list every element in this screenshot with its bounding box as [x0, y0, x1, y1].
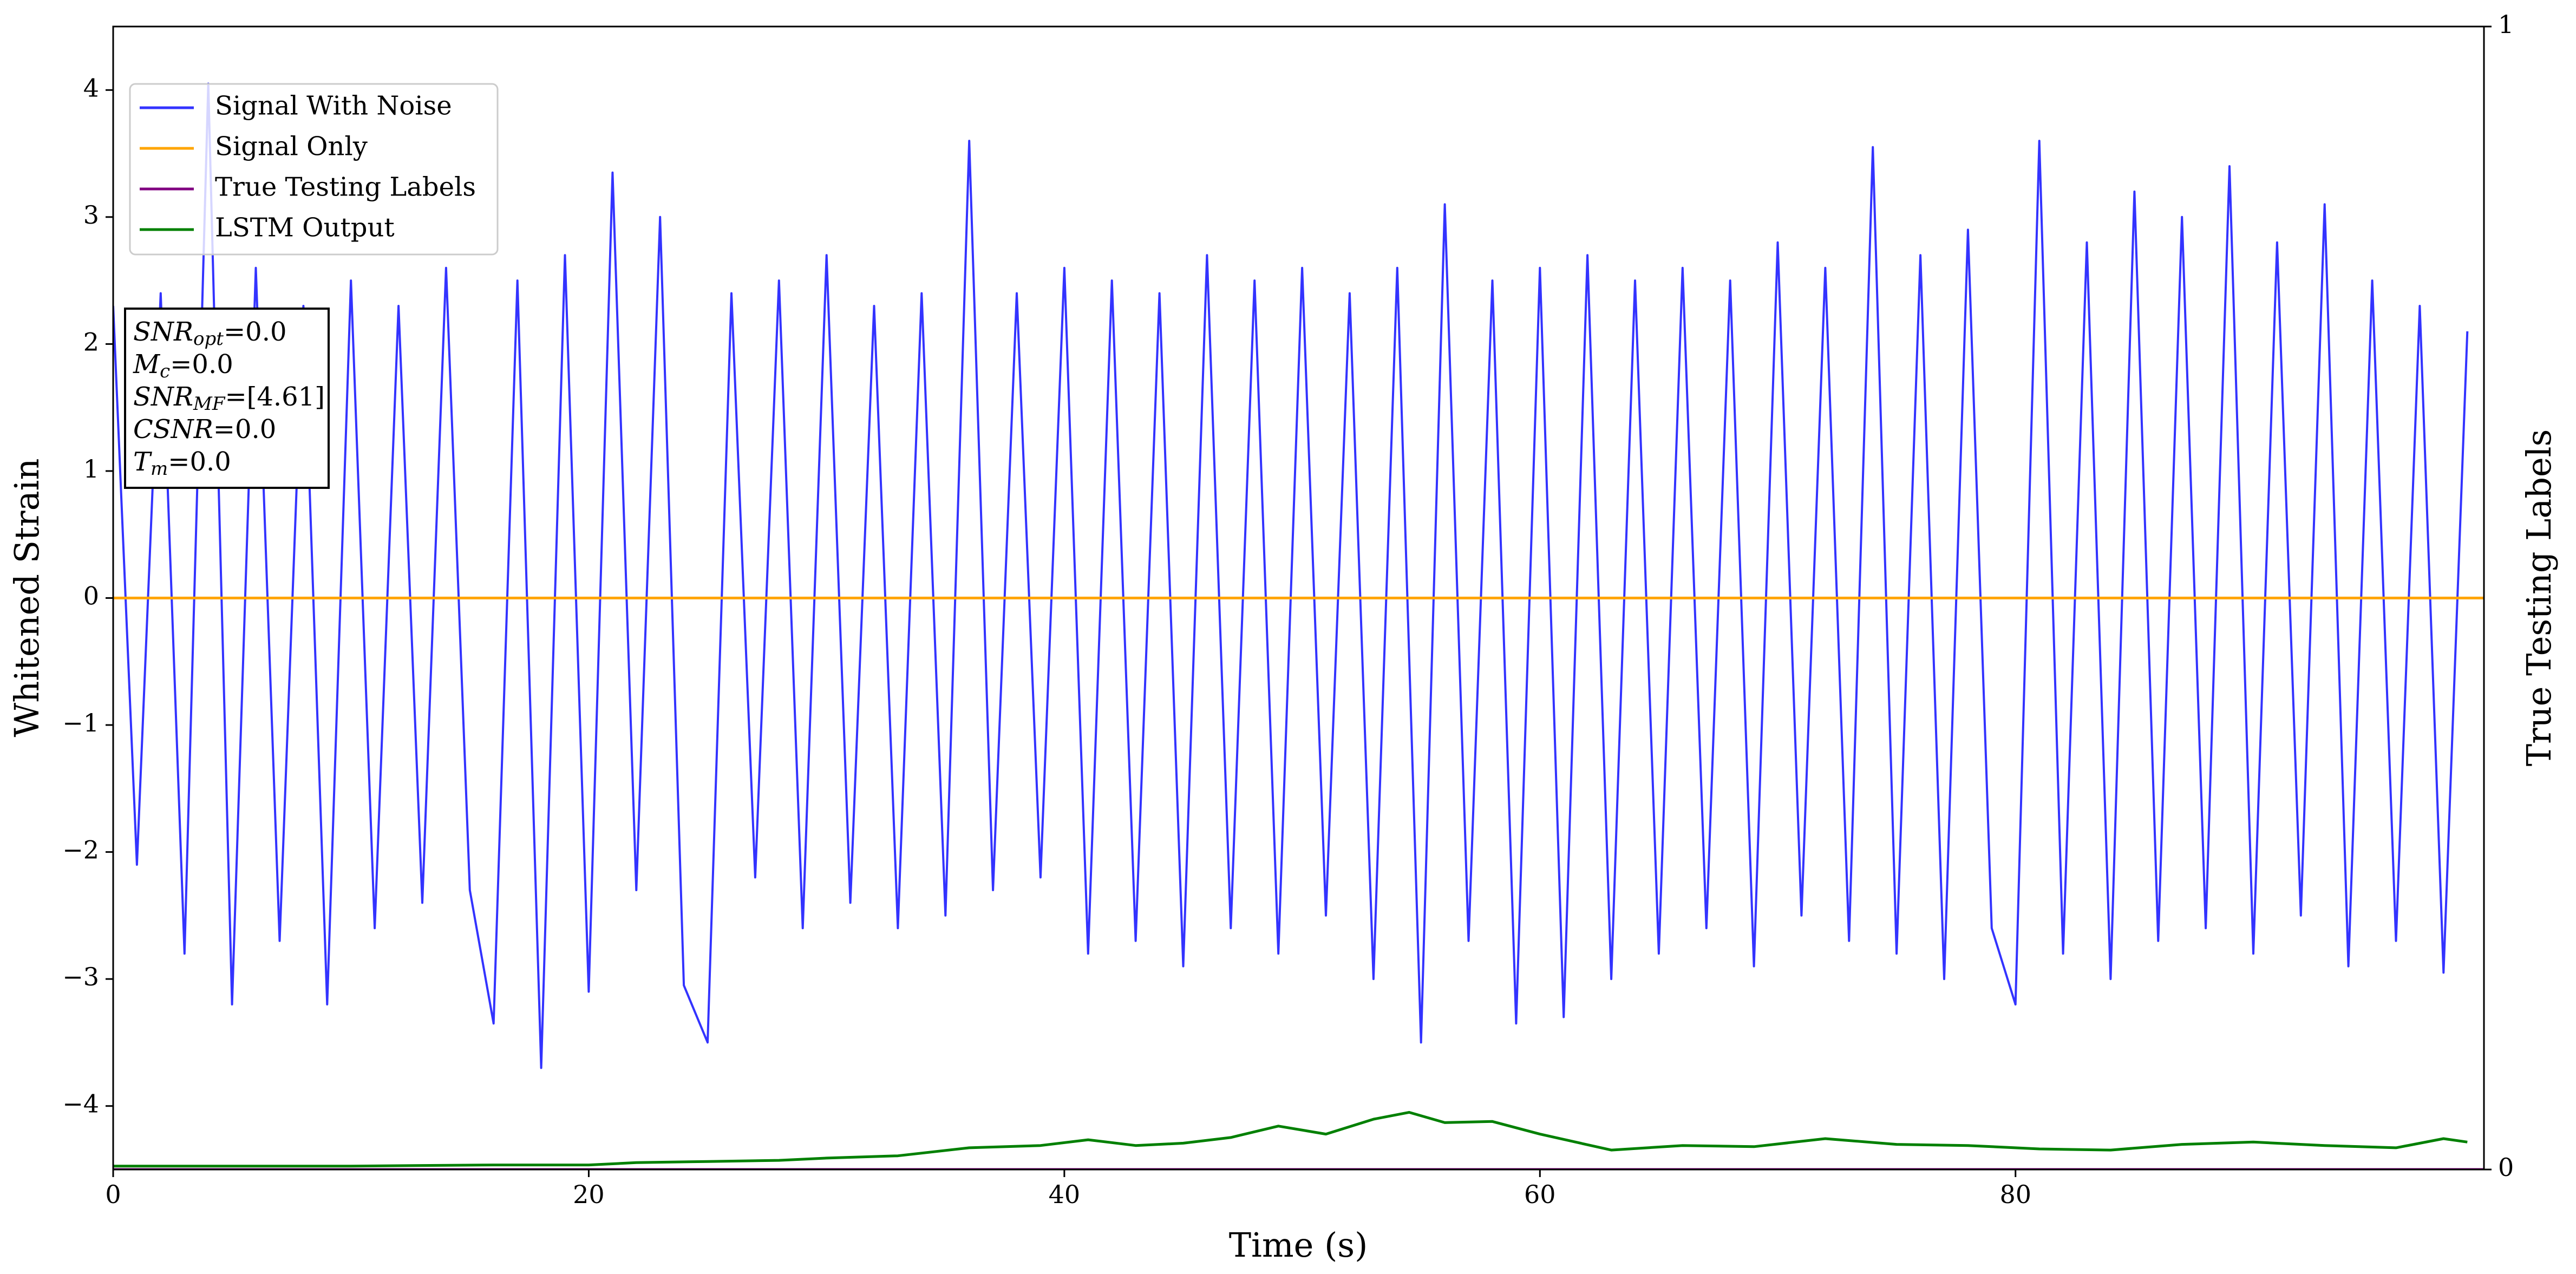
y-tick-label: −2 [62, 835, 99, 865]
y-tick-label: 3 [83, 200, 99, 230]
y-tick-label: 2 [83, 327, 99, 356]
annotation-text: SNRopt=0.0 [133, 317, 287, 350]
annotation-subscript: m [151, 458, 168, 480]
annotation-symbol: M [133, 349, 161, 380]
legend: Signal With Noise Signal Only True Testing… [129, 83, 499, 256]
y-tick-label: −1 [62, 708, 99, 737]
annotation-frame [124, 308, 330, 489]
y2-tick-label: 1 [2498, 10, 2514, 39]
annotation-value: =0.0 [224, 317, 287, 347]
annotation-text: Mc=0.0 [133, 349, 233, 383]
annotation-symbol: SNR [133, 382, 193, 412]
legend-box [129, 83, 499, 256]
annotation-value: =[4.61] [225, 382, 325, 412]
annotation-symbol: CSNR [133, 414, 213, 445]
series-line [113, 1110, 2468, 1168]
annotation-text: CSNR=0.0 [133, 414, 276, 445]
annotation-symbol: T [133, 447, 152, 477]
y2-tick-label: 0 [2498, 1153, 2514, 1182]
annotation-text: Tm=0.0 [133, 447, 231, 480]
y-tick-label: −4 [62, 1089, 99, 1119]
y2-axis-label: True Testing Labels [2519, 429, 2559, 767]
x-tick-label: 0 [105, 1180, 121, 1209]
annotation-value: =0.0 [168, 447, 231, 477]
x-tick-label: 40 [1049, 1180, 1081, 1209]
plot-area [113, 82, 2484, 1170]
y-tick-label: −3 [62, 962, 99, 991]
x-tick-label: 20 [573, 1180, 605, 1209]
x-tick-label: 60 [1524, 1180, 1556, 1209]
legend-label: Signal Only [215, 132, 368, 162]
y-tick-label: 0 [83, 582, 99, 611]
legend-label: True Testing Labels [215, 172, 476, 202]
annotation-subscript: c [160, 361, 170, 382]
annotation-value: =0.0 [170, 349, 233, 380]
x-axis-label: Time (s) [1229, 1225, 1368, 1265]
y-tick-label: 1 [83, 454, 99, 484]
y-tick-label: 4 [83, 73, 99, 102]
annotation-symbol: SNR [133, 317, 193, 347]
x-tick-label: 80 [1999, 1180, 2031, 1209]
y-axis-label: Whitened Strain [7, 459, 47, 737]
legend-label: LSTM Output [215, 213, 395, 243]
annotation-text: SNRMF=[4.61] [133, 382, 325, 415]
annotation-subscript: MF [193, 393, 226, 415]
annotation-box: SNRopt=0.0Mc=0.0SNRMF=[4.61]CSNR=0.0Tm=0… [124, 308, 330, 489]
legend-label: Signal With Noise [215, 91, 452, 121]
annotation-subscript: opt [193, 328, 224, 350]
annotation-value: =0.0 [213, 414, 277, 445]
